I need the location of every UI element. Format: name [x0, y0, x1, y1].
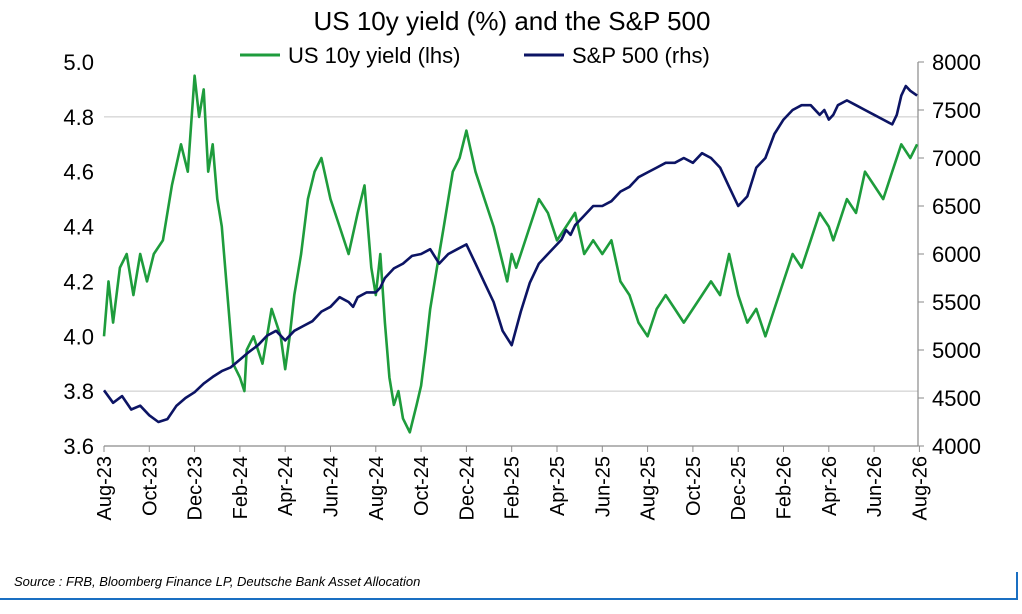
right-axis-ticks: 4000 4500 5000 5500 6000 6500 7000 7500 8000 — [918, 50, 981, 459]
source-note: Source : FRB, Bloomberg Finance LP, Deut… — [14, 574, 421, 589]
right-tick-label: 6500 — [932, 194, 981, 219]
left-tick-label: 3.8 — [63, 379, 94, 404]
gridlines — [104, 116, 918, 392]
left-tick-label: 5.0 — [63, 50, 94, 75]
x-tick-label: Feb-26 — [774, 456, 796, 519]
x-tick-label: Jun-25 — [592, 456, 614, 517]
x-tick-label: Oct-23 — [139, 456, 161, 516]
series-line-us-10y-yield — [102, 74, 919, 434]
left-tick-label: 4.4 — [63, 215, 94, 240]
series-layer — [102, 74, 919, 434]
left-tick-label: 4.0 — [63, 324, 94, 349]
x-tick-label: Feb-25 — [502, 456, 524, 519]
legend: US 10y yield (lhs) S&P 500 (rhs) — [240, 43, 710, 68]
x-tick-label: Aug-26 — [909, 456, 931, 521]
left-tick-label: 4.6 — [63, 160, 94, 185]
left-tick-label: 3.6 — [63, 434, 94, 459]
x-tick-label: Jun-26 — [864, 456, 886, 517]
x-tick-label: Apr-24 — [275, 456, 297, 516]
right-tick-label: 6000 — [932, 242, 981, 267]
x-tick-label: Aug-24 — [366, 456, 388, 521]
chart-title: US 10y yield (%) and the S&P 500 — [314, 6, 711, 36]
footer-divider — [0, 598, 1018, 600]
right-tick-label: 7500 — [932, 98, 981, 123]
x-tick-label: Oct-24 — [411, 456, 433, 516]
x-tick-label: Aug-23 — [94, 456, 116, 521]
right-tick-label: 5000 — [932, 338, 981, 363]
x-tick-label: Oct-25 — [683, 456, 705, 516]
left-axis-ticks: 3.6 3.8 4.0 4.2 4.4 4.6 4.8 5.0 — [63, 50, 94, 459]
left-tick-label: 4.8 — [63, 105, 94, 130]
x-tick-label: Jun-24 — [321, 456, 343, 517]
right-tick-label: 7000 — [932, 146, 981, 171]
series-line-sp500 — [102, 84, 918, 424]
legend-label-1: S&P 500 (rhs) — [572, 43, 710, 68]
x-tick-label: Apr-26 — [819, 456, 841, 516]
x-tick-label: Dec-23 — [185, 456, 207, 520]
x-tick-label: Dec-24 — [456, 456, 478, 520]
right-tick-label: 8000 — [932, 50, 981, 75]
legend-label-0: US 10y yield (lhs) — [288, 43, 460, 68]
left-tick-label: 4.2 — [63, 269, 94, 294]
x-tick-label: Aug-25 — [638, 456, 660, 521]
x-tick-label: Feb-24 — [230, 456, 252, 519]
x-axis-ticks: Aug-23 Oct-23 Dec-23 Feb-24 Apr-24 Jun-24 Aug-… — [94, 446, 931, 521]
right-tick-label: 5500 — [932, 290, 981, 315]
right-tick-label: 4500 — [932, 386, 981, 411]
footer-corner-divider — [1016, 572, 1018, 600]
x-tick-label: Dec-25 — [728, 456, 750, 520]
right-tick-label: 4000 — [932, 434, 981, 459]
x-tick-label: Apr-25 — [547, 456, 569, 516]
